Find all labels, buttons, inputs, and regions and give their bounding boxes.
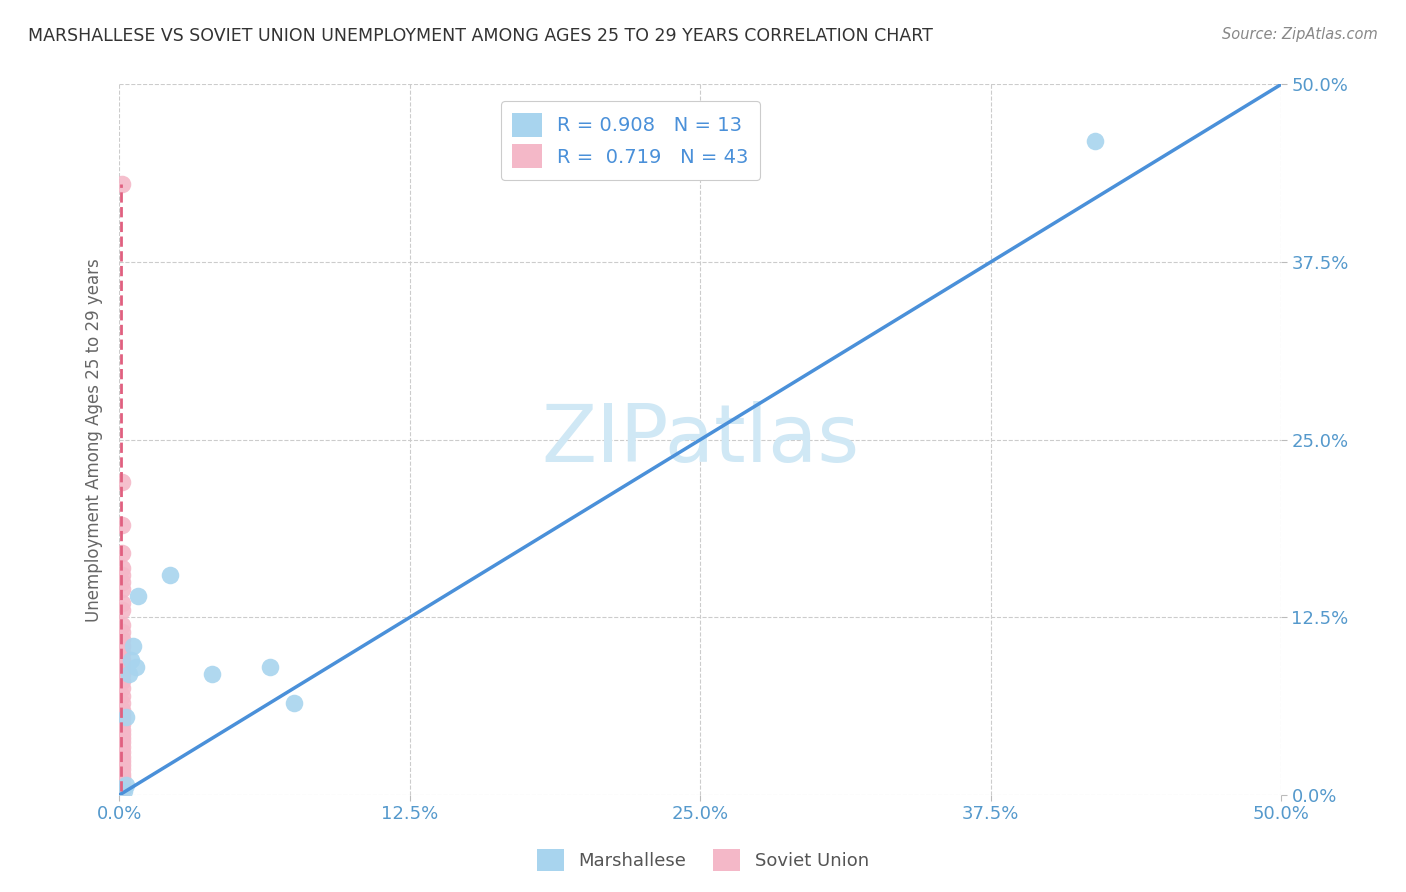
Point bbox=[110, 735, 132, 749]
Point bbox=[127, 589, 149, 603]
Point bbox=[110, 674, 132, 689]
Point bbox=[110, 574, 132, 589]
Point bbox=[110, 749, 132, 764]
Point bbox=[110, 639, 132, 653]
Point bbox=[110, 582, 132, 596]
Point bbox=[110, 711, 132, 725]
Y-axis label: Unemployment Among Ages 25 to 29 years: Unemployment Among Ages 25 to 29 years bbox=[86, 258, 103, 622]
Point bbox=[110, 624, 132, 639]
Point bbox=[110, 567, 132, 582]
Legend: R = 0.908   N = 13, R =  0.719   N = 43: R = 0.908 N = 13, R = 0.719 N = 43 bbox=[501, 102, 761, 180]
Point bbox=[110, 778, 132, 792]
Text: Source: ZipAtlas.com: Source: ZipAtlas.com bbox=[1222, 27, 1378, 42]
Point bbox=[112, 784, 135, 798]
Point bbox=[115, 778, 138, 792]
Point bbox=[110, 775, 132, 789]
Point bbox=[120, 653, 142, 667]
Point bbox=[110, 596, 132, 610]
Point bbox=[110, 717, 132, 731]
Point bbox=[283, 696, 305, 710]
Point bbox=[110, 754, 132, 768]
Point bbox=[110, 560, 132, 574]
Point bbox=[117, 667, 139, 681]
Text: MARSHALLESE VS SOVIET UNION UNEMPLOYMENT AMONG AGES 25 TO 29 YEARS CORRELATION C: MARSHALLESE VS SOVIET UNION UNEMPLOYMENT… bbox=[28, 27, 934, 45]
Point bbox=[110, 739, 132, 754]
Point bbox=[201, 667, 224, 681]
Point bbox=[259, 660, 281, 674]
Point bbox=[110, 667, 132, 681]
Point bbox=[110, 780, 132, 795]
Point bbox=[1084, 134, 1107, 148]
Point bbox=[110, 632, 132, 646]
Point bbox=[110, 696, 132, 710]
Point bbox=[110, 617, 132, 632]
Point bbox=[122, 639, 145, 653]
Point bbox=[159, 567, 181, 582]
Point bbox=[110, 763, 132, 777]
Point bbox=[110, 723, 132, 737]
Point bbox=[110, 727, 132, 741]
Point bbox=[110, 772, 132, 787]
Point bbox=[110, 475, 132, 490]
Point bbox=[110, 784, 132, 798]
Point bbox=[110, 703, 132, 717]
Point bbox=[110, 681, 132, 696]
Point bbox=[110, 766, 132, 780]
Point bbox=[110, 518, 132, 533]
Point bbox=[110, 603, 132, 617]
Point bbox=[110, 746, 132, 760]
Text: ZIPatlas: ZIPatlas bbox=[541, 401, 859, 479]
Point bbox=[110, 177, 132, 191]
Point bbox=[110, 707, 132, 722]
Point bbox=[124, 660, 146, 674]
Legend: Marshallese, Soviet Union: Marshallese, Soviet Union bbox=[530, 842, 876, 879]
Point bbox=[110, 731, 132, 746]
Point bbox=[110, 770, 132, 784]
Point bbox=[110, 546, 132, 560]
Point bbox=[110, 660, 132, 674]
Point bbox=[110, 689, 132, 703]
Point bbox=[115, 710, 138, 724]
Point bbox=[110, 653, 132, 667]
Point bbox=[110, 758, 132, 772]
Point bbox=[110, 646, 132, 660]
